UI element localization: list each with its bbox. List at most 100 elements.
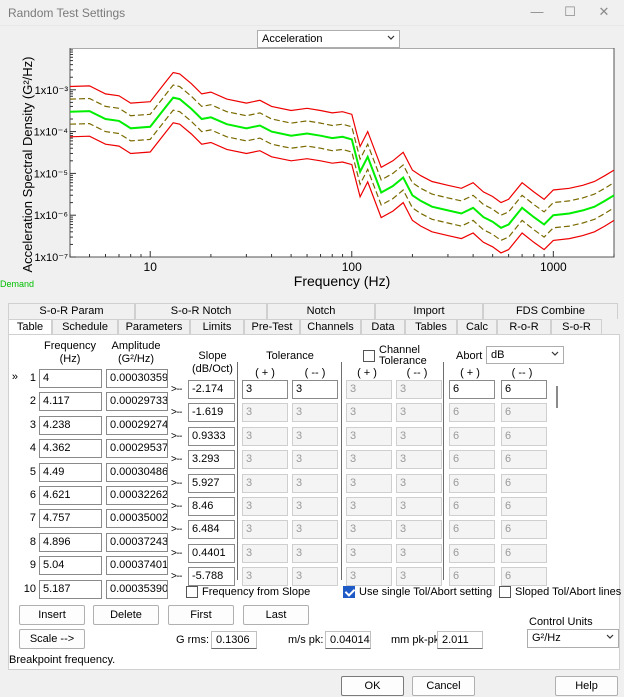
channel-tol-plus-cell[interactable]: 3 [346,567,392,586]
tab-s-o-r[interactable]: S-o-R [551,319,602,335]
abort-plus-cell[interactable]: 6 [449,567,495,586]
channel-tol-minus-cell[interactable]: 3 [396,520,442,539]
scale-button[interactable]: Scale --> [19,629,85,649]
abort-minus-cell[interactable]: 6 [501,474,547,493]
last-button[interactable]: Last [243,605,309,625]
scrollbar-thumb[interactable] [556,386,558,408]
frequency-cell[interactable]: 4.896 [39,533,102,552]
slope-cell[interactable]: -5.788 [188,567,235,586]
delete-button[interactable]: Delete [93,605,159,625]
abort-minus-cell[interactable]: 6 [501,380,547,399]
channel-tol-plus-cell[interactable]: 3 [346,520,392,539]
tolerance-plus-cell[interactable]: 3 [242,474,288,493]
frequency-cell[interactable]: 4.757 [39,509,102,528]
tab-table[interactable]: Table [8,319,52,335]
channel-tol-minus-cell[interactable]: 3 [396,427,442,446]
tab-notch[interactable]: Notch [267,303,375,319]
slope-cell[interactable]: -1.619 [188,403,235,422]
channel-tol-plus-cell[interactable]: 3 [346,380,392,399]
slope-cell[interactable]: -2.174 [188,380,235,399]
amplitude-cell[interactable]: 0.0003724330 [106,533,168,552]
channel-tol-minus-cell[interactable]: 3 [396,544,442,563]
tolerance-plus-cell[interactable]: 3 [242,403,288,422]
abort-plus-cell[interactable]: 6 [449,544,495,563]
channel-tol-plus-cell[interactable]: 3 [346,403,392,422]
single-tol-abort-checkbox[interactable]: Use single Tol/Abort setting [343,586,492,598]
tab-schedule[interactable]: Schedule [52,319,118,335]
tolerance-plus-cell[interactable]: 3 [242,450,288,469]
slope-cell[interactable]: 5.927 [188,474,235,493]
tab-sor-param[interactable]: S-o-R Param [8,303,135,319]
tolerance-minus-cell[interactable]: 3 [292,380,338,399]
frequency-cell[interactable]: 4.362 [39,439,102,458]
tolerance-minus-cell[interactable]: 3 [292,474,338,493]
sloped-tol-abort-checkbox[interactable]: Sloped Tol/Abort lines [499,586,621,598]
maximize-button[interactable]: ☐ [564,4,576,19]
control-units-select[interactable]: G²/Hz [527,629,619,648]
frequency-cell[interactable]: 4.621 [39,486,102,505]
help-button[interactable]: Help [555,676,618,696]
channel-tol-minus-cell[interactable]: 3 [396,497,442,516]
abort-plus-cell[interactable]: 6 [449,427,495,446]
cancel-button[interactable]: Cancel [412,676,475,696]
frequency-cell[interactable]: 4.49 [39,463,102,482]
amplitude-cell[interactable]: 0.0003226280 [106,486,168,505]
single-tol-abort-box[interactable] [343,586,355,598]
channel-tol-plus-cell[interactable]: 3 [346,427,392,446]
slope-cell[interactable]: 6.484 [188,520,235,539]
frequency-cell[interactable]: 4.117 [39,392,102,411]
tab-pre-test[interactable]: Pre-Test [244,319,300,335]
channel-tolerance-checkbox[interactable]: Channel Tolerance [363,345,439,367]
slope-cell[interactable]: 8.46 [188,497,235,516]
channel-tol-minus-cell[interactable]: 3 [396,403,442,422]
insert-button[interactable]: Insert [19,605,85,625]
tab-r-o-r[interactable]: R-o-R [497,319,551,335]
abort-plus-cell[interactable]: 6 [449,474,495,493]
tab-sor-notch[interactable]: S-o-R Notch [135,303,267,319]
tolerance-plus-cell[interactable]: 3 [242,567,288,586]
abort-minus-cell[interactable]: 6 [501,520,547,539]
tolerance-minus-cell[interactable]: 3 [292,567,338,586]
abort-minus-cell[interactable]: 6 [501,497,547,516]
tolerance-minus-cell[interactable]: 3 [292,427,338,446]
minimize-button[interactable]: — [530,4,544,19]
channel-tol-plus-cell[interactable]: 3 [346,544,392,563]
channel-tol-minus-cell[interactable]: 3 [396,450,442,469]
abort-minus-cell[interactable]: 6 [501,567,547,586]
first-button[interactable]: First [168,605,234,625]
amplitude-cell[interactable]: 0.0003539020 [106,580,168,599]
slope-cell[interactable]: 0.4401 [188,544,235,563]
tab-fds-combine[interactable]: FDS Combine [483,303,618,319]
amplitude-cell[interactable]: 0.0002927440 [106,416,168,435]
frequency-cell[interactable]: 5.187 [39,580,102,599]
abort-unit-select[interactable]: dB [486,346,564,364]
amplitude-cell[interactable]: 0.0002953740 [106,439,168,458]
abort-minus-cell[interactable]: 6 [501,544,547,563]
tab-limits[interactable]: Limits [190,319,244,335]
tolerance-minus-cell[interactable]: 3 [292,520,338,539]
frequency-cell[interactable]: 5.04 [39,556,102,575]
abort-plus-cell[interactable]: 6 [449,380,495,399]
tab-tables[interactable]: Tables [405,319,457,335]
channel-tol-minus-cell[interactable]: 3 [396,380,442,399]
channel-tol-minus-cell[interactable]: 3 [396,474,442,493]
slope-cell[interactable]: 3.293 [188,450,235,469]
close-button[interactable]: ✕ [598,4,610,19]
abort-minus-cell[interactable]: 6 [501,450,547,469]
frequency-from-slope-checkbox[interactable]: Frequency from Slope [186,586,310,598]
amplitude-cell[interactable]: 0.0003740140 [106,556,168,575]
channel-tol-minus-cell[interactable]: 3 [396,567,442,586]
frequency-from-slope-box[interactable] [186,586,198,598]
abort-plus-cell[interactable]: 6 [449,520,495,539]
tab-import[interactable]: Import [375,303,483,319]
tab-parameters[interactable]: Parameters [118,319,190,335]
tolerance-plus-cell[interactable]: 3 [242,520,288,539]
tab-channels[interactable]: Channels [300,319,361,335]
tolerance-minus-cell[interactable]: 3 [292,450,338,469]
tolerance-plus-cell[interactable]: 3 [242,427,288,446]
amplitude-cell[interactable]: 0.0003048670 [106,463,168,482]
slope-cell[interactable]: 0.9333 [188,427,235,446]
tolerance-plus-cell[interactable]: 3 [242,497,288,516]
amplitude-cell[interactable]: 0.0003500290 [106,509,168,528]
table-scrollbar[interactable] [552,376,562,576]
